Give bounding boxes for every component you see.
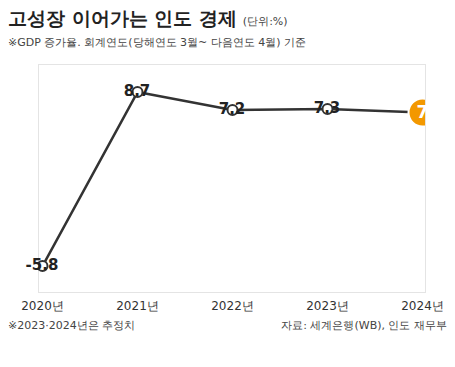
svg-text:2023년: 2023년 bbox=[306, 299, 349, 313]
html-text:고성장 이어가는 인도 경제 (단위:%): 고성장 이어가는 인도 경제 (단위:%) bbox=[8, 7, 288, 29]
svg-text:7: 7 bbox=[417, 102, 429, 122]
html-text:※GDP 증가율. 회계연도(당해연도 3월~ 다음연도 4: ※GDP 증가율. 회계연도(당해연도 3월~ 다음연도 4월) 기준 bbox=[8, 36, 307, 49]
svg-text:8.7: 8.7 bbox=[124, 82, 151, 100]
svg-text:7.3: 7.3 bbox=[314, 99, 341, 117]
svg-text:2024년: 2024년 bbox=[401, 299, 444, 313]
html-text:자료: 세계은행(WB), 인도 재무부: 자료: 세계은행(WB), 인도 재무부 bbox=[281, 319, 447, 332]
svg-text:2020년: 2020년 bbox=[21, 299, 64, 313]
svg-text:-5.8: -5.8 bbox=[26, 256, 59, 274]
svg-text:2022년: 2022년 bbox=[211, 299, 254, 313]
svg-text:2021년: 2021년 bbox=[116, 299, 159, 313]
html-text:※2023·2024년은 추정치: ※2023·2024년은 추정치 bbox=[8, 319, 136, 332]
svg-text:7.2: 7.2 bbox=[219, 100, 246, 118]
